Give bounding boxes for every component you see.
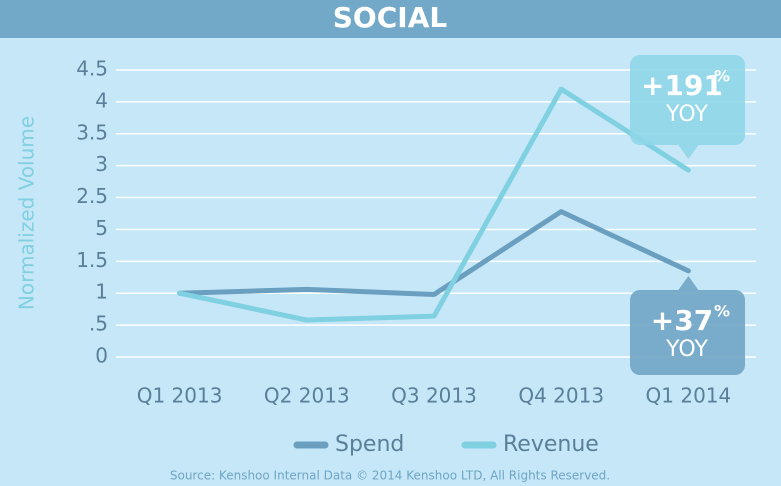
series-line: [177, 86, 691, 323]
x-tick-label: Q2 2013: [264, 384, 350, 408]
callout-box: [630, 290, 745, 375]
legend-label: Revenue: [503, 432, 599, 457]
title-bar: [0, 0, 781, 38]
y-tick-label: .5: [89, 312, 108, 336]
callout-unit: %: [714, 67, 730, 86]
source: Source: Kenshoo Internal Data © 2014 Ken…: [170, 469, 610, 483]
y-tick-label: 5: [95, 216, 108, 240]
y-tick-label: 3: [95, 152, 108, 176]
callout-label: YOY: [665, 102, 708, 127]
callout-value: +37: [651, 304, 713, 337]
x-tick-label: Q1 2014: [646, 384, 732, 408]
y-tick-label: 1.5: [76, 248, 108, 272]
callout-box: [630, 55, 745, 145]
callout-pointer: [678, 276, 699, 290]
chart-title: SOCIAL: [333, 1, 448, 34]
y-tick-label: 4.5: [76, 57, 108, 81]
legend-label: Spend: [335, 432, 404, 457]
callout-pointer: [678, 145, 699, 159]
callout: +191% YOY: [630, 55, 745, 159]
callout-unit: %: [714, 302, 730, 321]
callout: +37 % YOY: [630, 276, 745, 375]
y-tick-label: 2.5: [76, 184, 108, 208]
callout-label: YOY: [665, 337, 708, 362]
y-tick-label: 4: [95, 88, 108, 112]
x-tick-label: Q3 2013: [391, 384, 477, 408]
y-tick-label: 1: [95, 280, 108, 304]
x-tick-label: Q4 2013: [518, 384, 604, 408]
x-tick-label: Q1 2013: [137, 384, 223, 408]
callout-value: +191: [641, 69, 723, 102]
y-tick-label: 3.5: [76, 120, 108, 144]
y-tick-label: 0: [95, 344, 108, 368]
y-axis-label: Normalized Volume: [15, 116, 39, 310]
series-line: [177, 209, 691, 297]
